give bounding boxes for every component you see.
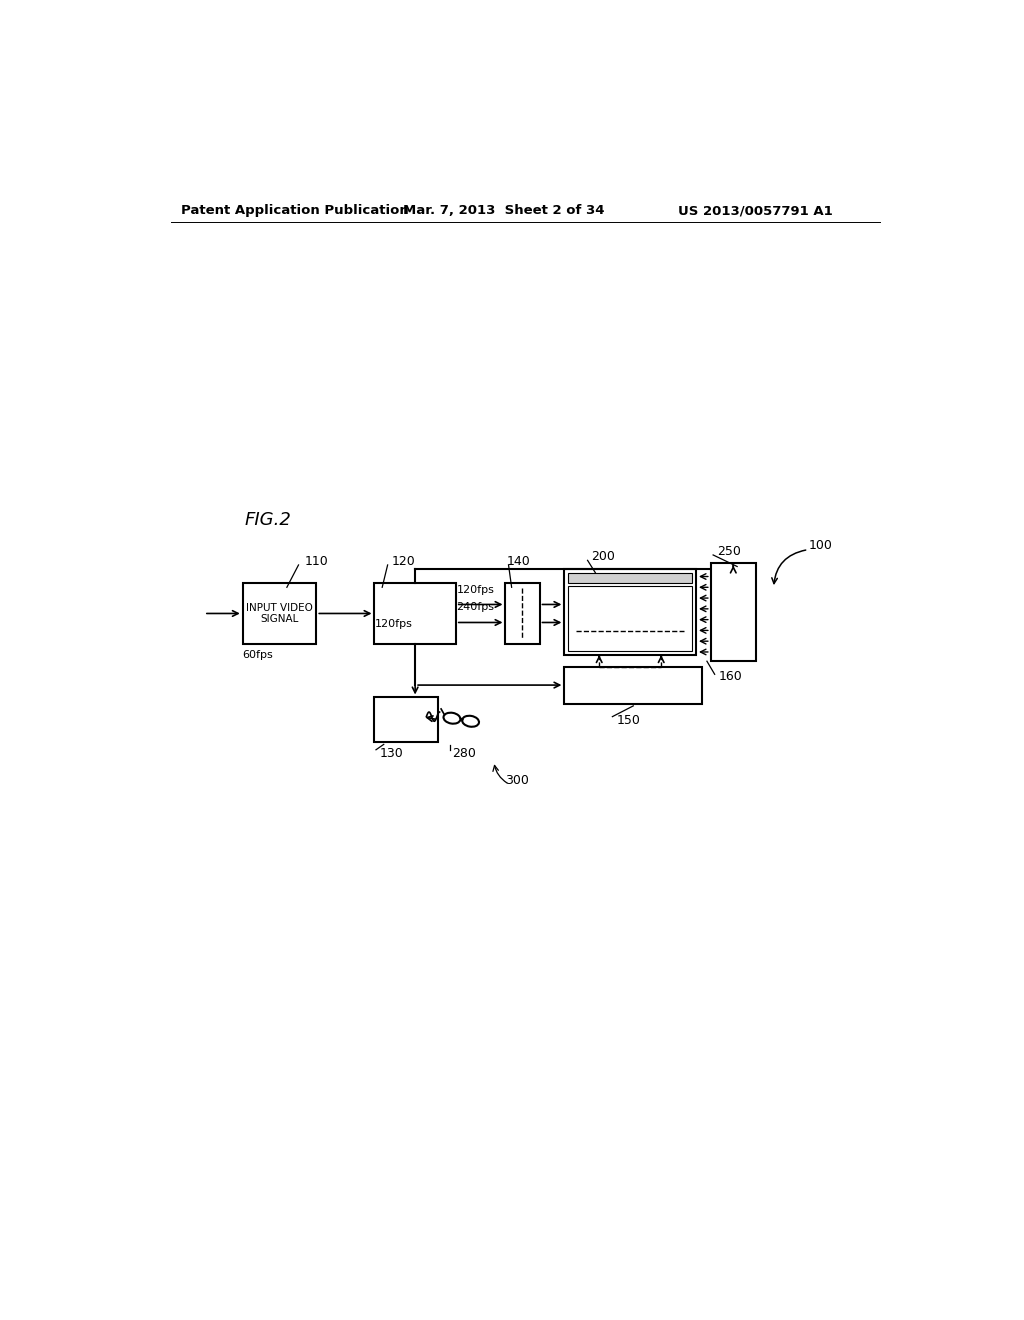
Text: 250: 250 — [717, 545, 741, 557]
Text: 200: 200 — [592, 550, 615, 564]
Text: 100: 100 — [809, 539, 833, 552]
Text: 160: 160 — [719, 671, 742, 684]
Text: FIG.2: FIG.2 — [245, 511, 291, 529]
Text: 240fps: 240fps — [457, 602, 495, 611]
Text: 110: 110 — [305, 554, 329, 568]
Bar — [568, 573, 692, 583]
Text: US 2013/0057791 A1: US 2013/0057791 A1 — [678, 205, 833, 218]
Bar — [711, 562, 756, 661]
Text: 120fps: 120fps — [375, 619, 413, 630]
Bar — [568, 586, 692, 651]
Bar — [506, 583, 540, 644]
Bar — [375, 697, 438, 742]
Text: 150: 150 — [616, 714, 640, 727]
Bar — [564, 569, 696, 655]
Bar — [375, 583, 456, 644]
Text: 120fps: 120fps — [457, 585, 495, 594]
Bar — [243, 583, 316, 644]
Text: 130: 130 — [380, 747, 403, 760]
Text: 140: 140 — [506, 554, 530, 568]
Text: 300: 300 — [506, 774, 529, 787]
Text: INPUT VIDEO
SIGNAL: INPUT VIDEO SIGNAL — [246, 603, 313, 624]
Text: Mar. 7, 2013  Sheet 2 of 34: Mar. 7, 2013 Sheet 2 of 34 — [403, 205, 604, 218]
Text: 60fps: 60fps — [243, 649, 273, 660]
Text: Patent Application Publication: Patent Application Publication — [180, 205, 409, 218]
Text: 120: 120 — [391, 554, 416, 568]
Bar — [564, 667, 702, 704]
Text: 280: 280 — [452, 747, 476, 760]
